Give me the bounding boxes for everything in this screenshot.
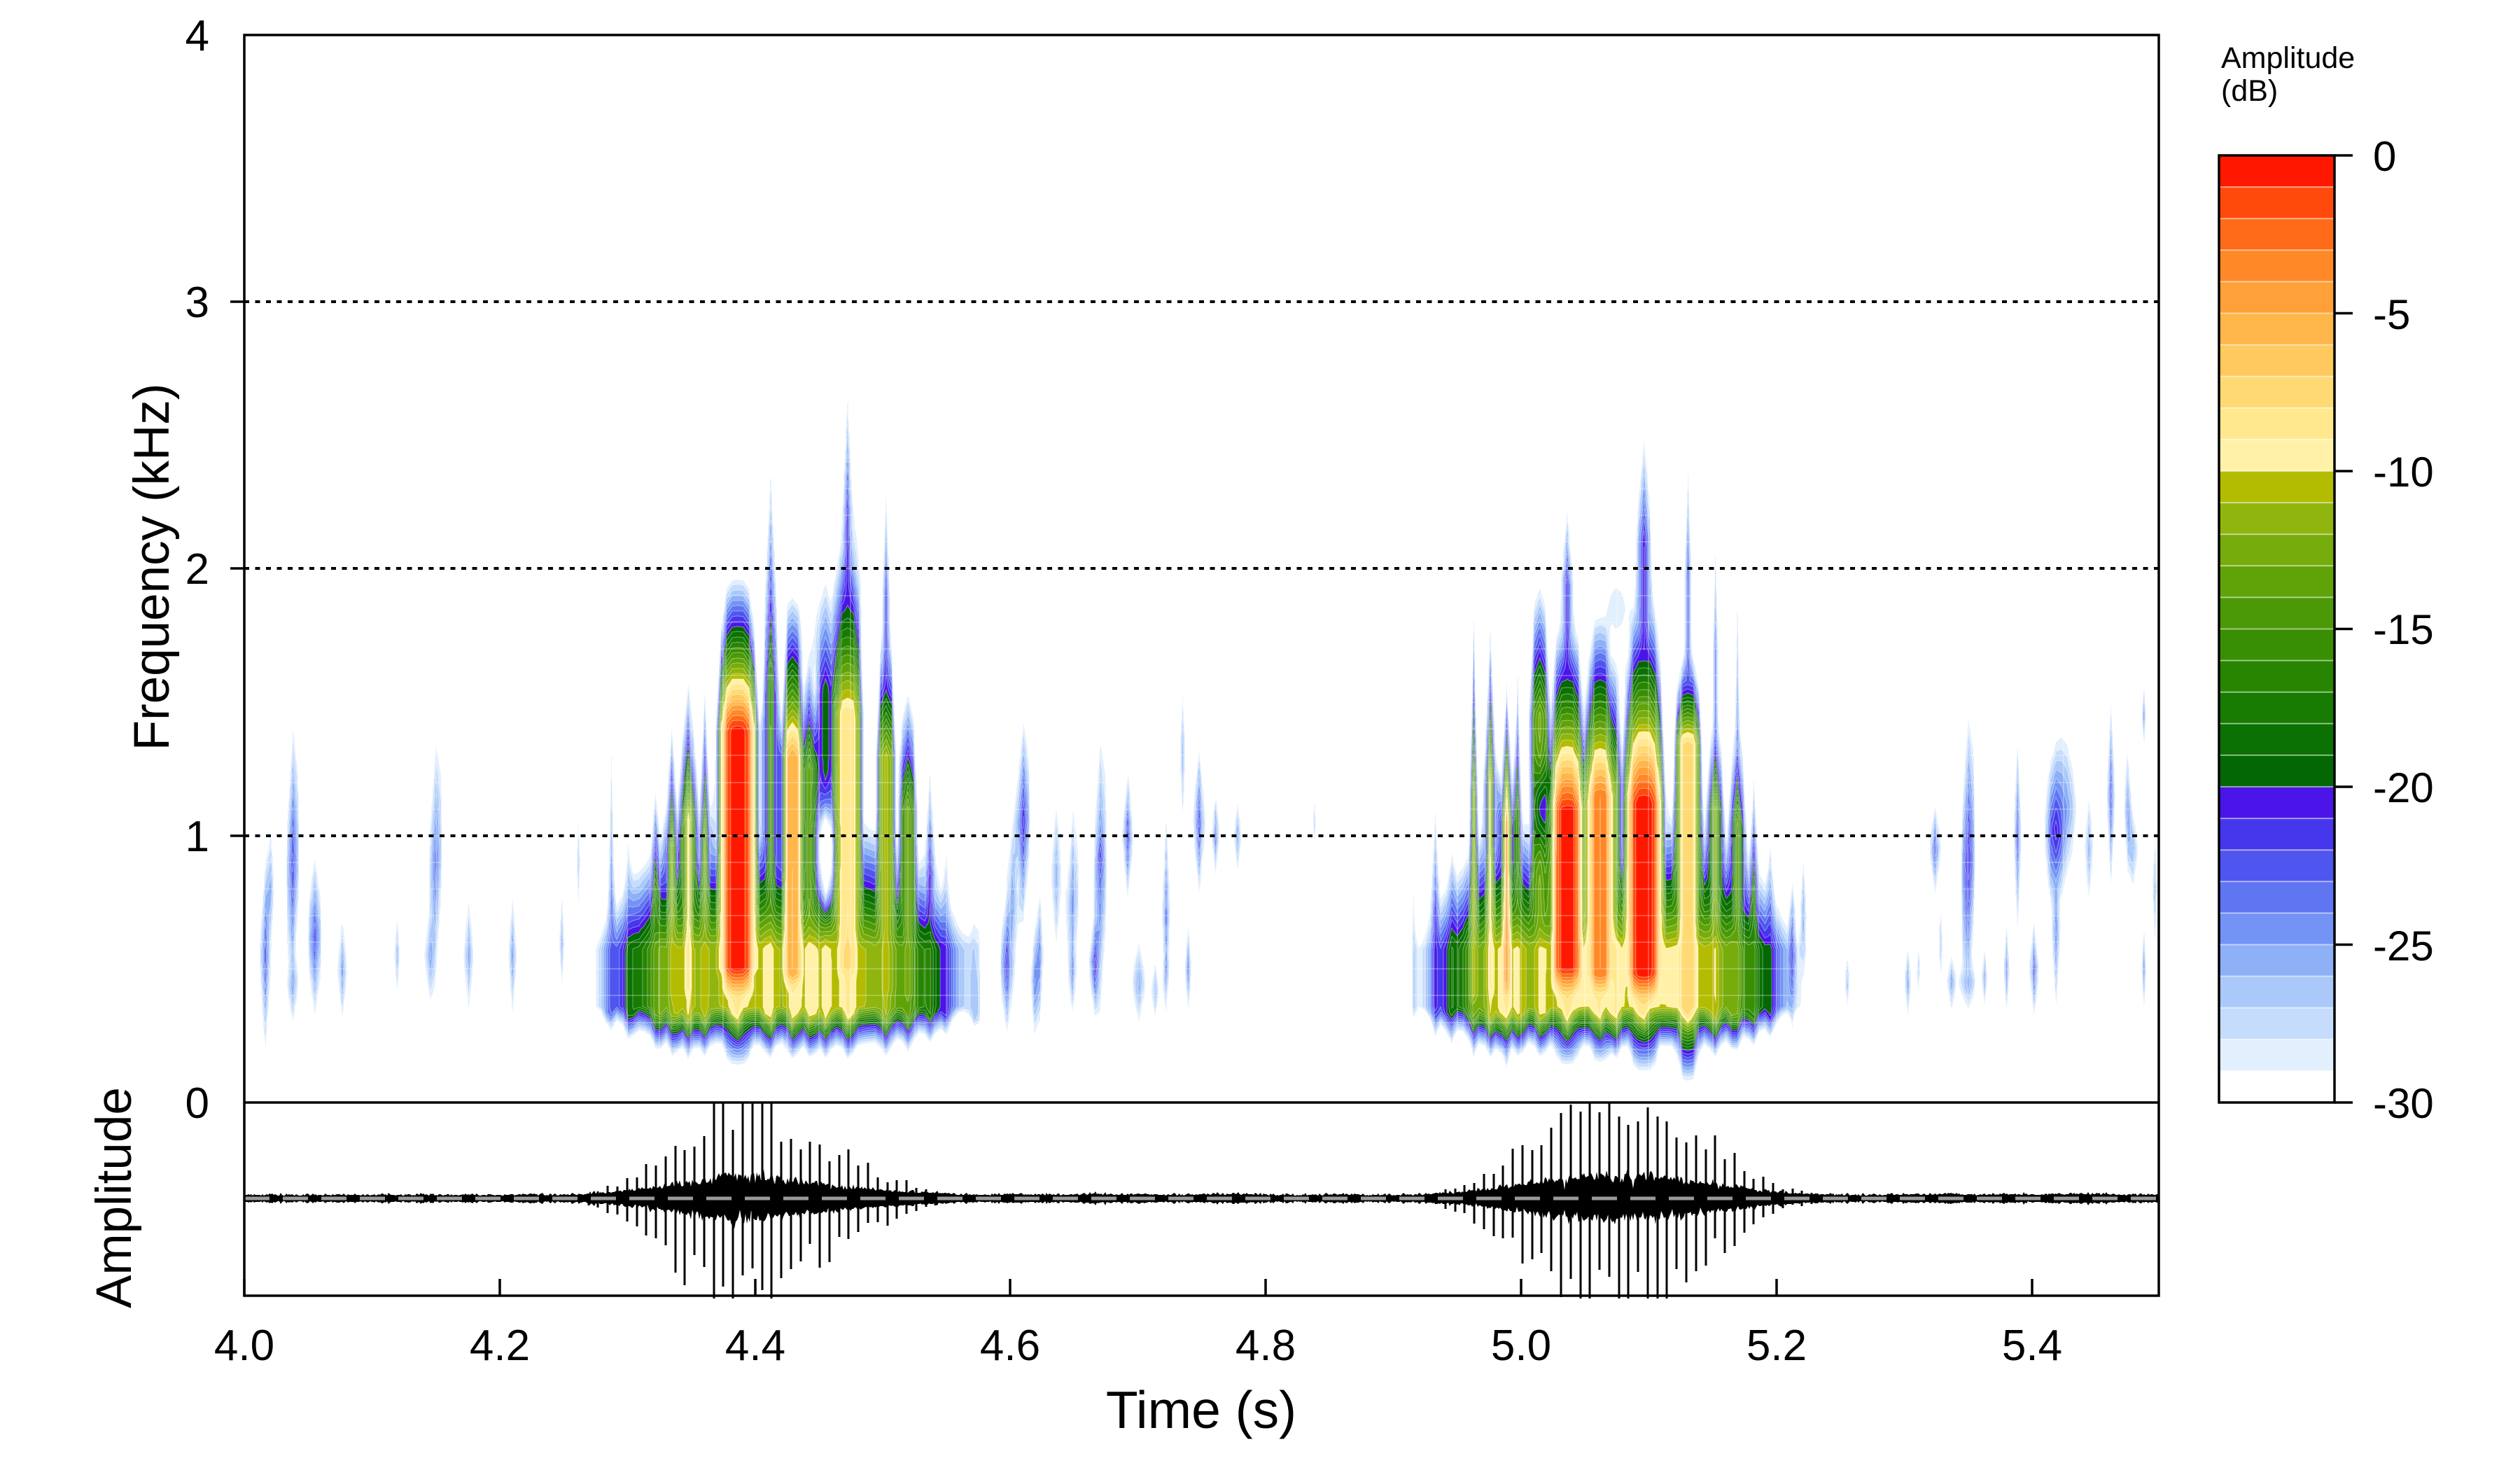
svg-text:4.0: 4.0 xyxy=(214,1322,274,1370)
svg-text:2: 2 xyxy=(186,545,209,594)
svg-text:5.4: 5.4 xyxy=(2002,1322,2062,1370)
svg-text:-20: -20 xyxy=(2373,764,2434,811)
svg-text:-30: -30 xyxy=(2373,1080,2434,1127)
svg-text:4.6: 4.6 xyxy=(980,1322,1040,1370)
svg-text:4.8: 4.8 xyxy=(1236,1322,1296,1370)
svg-text:4: 4 xyxy=(186,12,209,60)
svg-text:Amplitude: Amplitude xyxy=(87,1087,142,1308)
svg-text:5.0: 5.0 xyxy=(1491,1322,1551,1370)
svg-text:1: 1 xyxy=(186,813,209,861)
svg-text:-25: -25 xyxy=(2373,923,2434,969)
svg-text:(dB): (dB) xyxy=(2221,74,2278,108)
svg-text:Amplitude: Amplitude xyxy=(2221,41,2355,75)
svg-text:3: 3 xyxy=(186,279,209,327)
svg-text:-5: -5 xyxy=(2373,291,2410,338)
svg-text:4.4: 4.4 xyxy=(725,1322,785,1370)
svg-text:-10: -10 xyxy=(2373,449,2434,496)
svg-text:Frequency (kHz): Frequency (kHz) xyxy=(125,384,180,751)
svg-text:5.2: 5.2 xyxy=(1746,1322,1807,1370)
svg-text:Time (s): Time (s) xyxy=(1106,1380,1296,1439)
svg-text:0: 0 xyxy=(186,1079,209,1128)
svg-text:0: 0 xyxy=(2373,133,2396,180)
svg-text:-15: -15 xyxy=(2373,606,2434,653)
svg-text:4.2: 4.2 xyxy=(470,1322,530,1370)
